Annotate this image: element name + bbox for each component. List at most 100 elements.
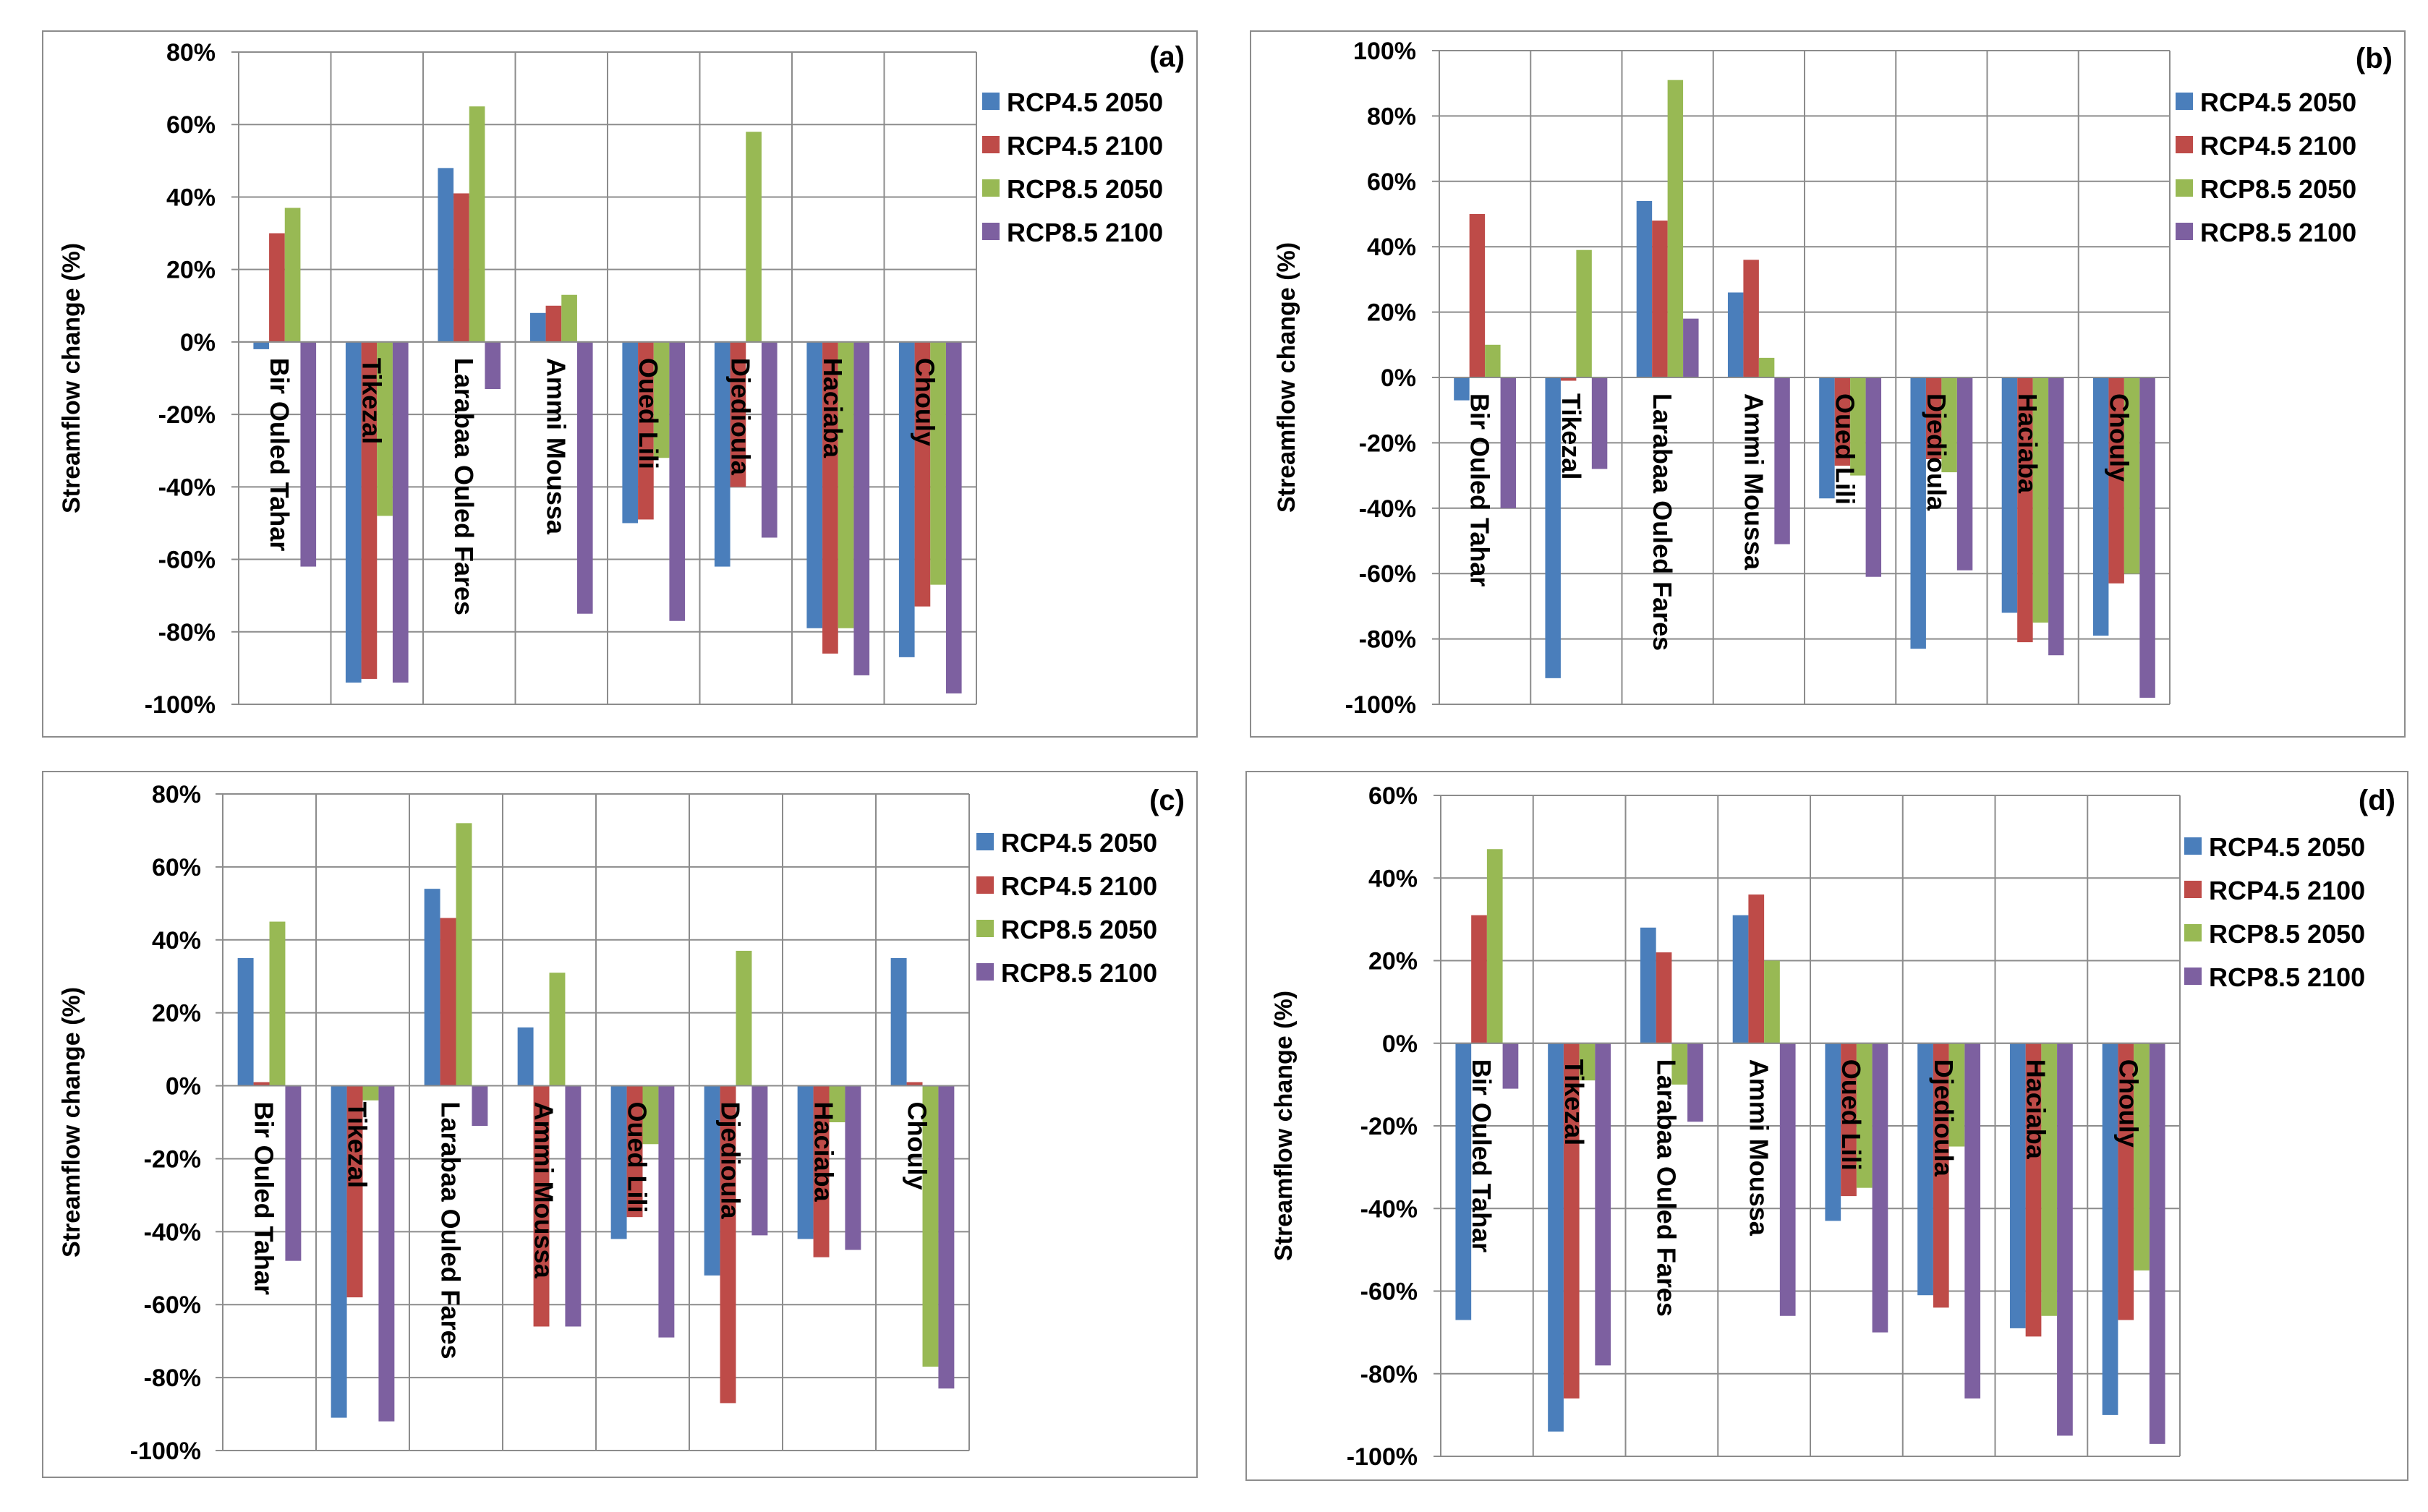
bar-rcp4-5-2050-chouly [898, 341, 915, 657]
bar-rcp4-5-2100-ammi-moussa [1748, 894, 1765, 1043]
bar-rcp4-5-2100-bir-ouled-tahar [253, 1082, 270, 1086]
category-label-haciaba: Haciaba [2022, 1059, 2051, 1160]
bar-rcp4-5-2050-bir-ouled-tahar [1455, 1043, 1472, 1320]
bar-rcp8-5-2100-ammi-moussa [576, 341, 593, 614]
category-label-oued-lili: Oued Lili [1836, 1059, 1866, 1171]
y-tick-label: -40% [144, 1218, 201, 1246]
y-tick-label: 100% [1353, 38, 1416, 65]
bar-rcp8-5-2050-bir-ouled-tahar [1486, 849, 1503, 1043]
chart-svg-b: 100% 80% 60% 40% 20% 0% -20% -40% -60% -80% -100% B… [1273, 38, 2393, 719]
bar-rcp8-5-2100-tikezal [378, 1085, 395, 1422]
category-label-oued-lili: Oued Lili [1831, 393, 1860, 505]
bar-rcp8-5-2050-larabaa-ouled-fares [456, 823, 472, 1086]
y-tick-label: 20% [1368, 948, 1418, 975]
category-label-djedioula: Djedioula [1922, 393, 1951, 511]
category-label-chouly: Chouly [903, 1102, 932, 1190]
y-tick-label: -40% [1360, 1195, 1418, 1223]
legend-label-rcp8-5-2100: RCP8.5 2100 [1007, 218, 1163, 247]
bar-rcp4-5-2050-oued-lili [622, 341, 639, 524]
y-tick-label: -80% [1359, 626, 1416, 654]
category-label-ammi-moussa: Ammi Moussa [529, 1102, 559, 1279]
bar-rcp4-5-2100-oued-lili [1834, 377, 1851, 466]
category-label-tikezal: Tikezal [343, 1102, 372, 1188]
legend-label-rcp4-5-2100: RCP4.5 2100 [1001, 871, 1157, 901]
bar-rcp4-5-2100-chouly [906, 1082, 923, 1086]
legend-label-rcp4-5-2050: RCP4.5 2050 [1007, 87, 1163, 117]
category-label-bir-ouled-tahar: Bir Ouled Tahar [265, 358, 294, 551]
legend-swatch-rcp8-5-2100 [982, 223, 1000, 240]
bar-rcp8-5-2050-bir-ouled-tahar [1485, 344, 1501, 377]
legend-label-rcp8-5-2050: RCP8.5 2050 [1007, 174, 1163, 204]
bar-rcp8-5-2100-tikezal [392, 341, 409, 683]
bar-rcp8-5-2100-haciaba [2057, 1043, 2073, 1436]
legend-label-rcp4-5-2100: RCP4.5 2100 [2209, 876, 2365, 905]
chart-panel-d: 60% 40% 20% 0% -20% -40% -60% -80% -100% Bir Oule… [1245, 771, 2408, 1481]
bar-rcp4-5-2050-larabaa-ouled-fares [438, 168, 454, 342]
bar-rcp8-5-2100-bir-ouled-tahar [300, 341, 317, 567]
legend-label-rcp4-5-2100: RCP4.5 2100 [1007, 131, 1163, 161]
bar-rcp8-5-2100-chouly [2149, 1043, 2165, 1444]
bar-rcp8-5-2050-ammi-moussa [1764, 960, 1780, 1043]
bar-rcp8-5-2100-chouly [938, 1085, 955, 1389]
chart-panel-a: 80% 60% 40% 20% 0% -20% -40% -60% -80% -100% Bir O… [42, 30, 1198, 738]
bar-rcp8-5-2050-larabaa-ouled-fares [1667, 80, 1684, 378]
bar-rcp8-5-2100-larabaa-ouled-fares [1683, 318, 1699, 377]
y-tick-label: -80% [144, 1364, 201, 1392]
category-label-oued-lili: Oued Lili [623, 1102, 652, 1213]
bar-rcp4-5-2100-bir-ouled-tahar [1469, 214, 1486, 377]
y-tick-label: -100% [1345, 691, 1416, 719]
bar-rcp4-5-2100-tikezal [346, 1085, 363, 1298]
bar-rcp8-5-2050-bir-ouled-tahar [269, 921, 286, 1086]
category-label-haciaba: Haciaba [818, 358, 848, 458]
legend-label-rcp8-5-2100: RCP8.5 2100 [1001, 958, 1157, 988]
bar-rcp8-5-2100-djedioula [751, 1085, 768, 1236]
bar-rcp4-5-2050-oued-lili [1819, 377, 1835, 499]
category-label-ammi-moussa: Ammi Moussa [1739, 393, 1768, 571]
y-tick-label: -100% [145, 691, 216, 719]
bar-rcp4-5-2100-tikezal [1560, 377, 1577, 381]
legend-label-rcp8-5-2050: RCP8.5 2050 [1001, 915, 1157, 944]
category-label-larabaa-ouled-fares: Larabaa Ouled Fares [449, 358, 479, 615]
bar-rcp8-5-2050-tikezal [377, 341, 393, 516]
bar-rcp8-5-2100-haciaba [853, 341, 870, 675]
y-axis-title: Streamflow change (%) [58, 243, 85, 513]
bar-rcp8-5-2050-chouly [922, 1085, 939, 1367]
bar-rcp4-5-2050-ammi-moussa [517, 1027, 534, 1086]
bar-rcp4-5-2100-larabaa-ouled-fares [453, 193, 469, 342]
bar-rcp4-5-2050-ammi-moussa [1727, 292, 1744, 377]
y-tick-label: 40% [1367, 234, 1416, 261]
bar-rcp8-5-2100-bir-ouled-tahar [285, 1085, 302, 1261]
legend-swatch-rcp4-5-2050 [976, 833, 994, 850]
y-tick-label: -40% [1359, 495, 1416, 523]
bar-rcp8-5-2100-larabaa-ouled-fares [485, 341, 501, 390]
bar-rcp4-5-2050-chouly [2102, 1043, 2118, 1415]
bar-rcp4-5-2100-djedioula [1933, 1043, 1949, 1308]
bar-rcp8-5-2100-tikezal [1595, 1043, 1611, 1366]
bar-rcp8-5-2100-larabaa-ouled-fares [1687, 1043, 1703, 1122]
bar-rcp4-5-2100-oued-lili [626, 1085, 643, 1218]
y-tick-label: 80% [166, 39, 216, 67]
bar-rcp4-5-2100-bir-ouled-tahar [269, 233, 285, 342]
bar-rcp4-5-2100-larabaa-ouled-fares [1656, 952, 1672, 1043]
category-label-djedioula: Djedioula [1929, 1059, 1959, 1177]
bar-rcp8-5-2100-oued-lili [1872, 1043, 1888, 1333]
bar-rcp4-5-2050-djedioula [1910, 377, 1926, 649]
y-tick-label: 0% [180, 329, 216, 356]
category-label-oued-lili: Oued Lili [634, 358, 663, 469]
bar-rcp4-5-2050-chouly [890, 958, 907, 1086]
bar-rcp8-5-2100-oued-lili [669, 341, 686, 621]
bar-rcp4-5-2050-djedioula [704, 1085, 720, 1276]
bar-rcp4-5-2050-haciaba [797, 1085, 814, 1239]
bar-rcp8-5-2100-oued-lili [1865, 377, 1882, 577]
y-tick-label: 40% [1368, 865, 1418, 892]
bar-rcp4-5-2100-djedioula [720, 1085, 736, 1404]
legend-swatch-rcp8-5-2050 [2176, 179, 2193, 197]
bar-rcp8-5-2100-ammi-moussa [565, 1085, 582, 1327]
bar-rcp4-5-2100-djedioula [1925, 377, 1942, 459]
bar-rcp8-5-2100-haciaba [2048, 377, 2064, 656]
legend-swatch-rcp8-5-2050 [2184, 924, 2202, 941]
legend-label-rcp4-5-2100: RCP4.5 2100 [2200, 131, 2356, 161]
category-label-djedioula: Djedioula [716, 1102, 746, 1220]
bar-rcp4-5-2100-bir-ouled-tahar [1471, 915, 1487, 1043]
category-label-bir-ouled-tahar: Bir Ouled Tahar [250, 1102, 279, 1295]
